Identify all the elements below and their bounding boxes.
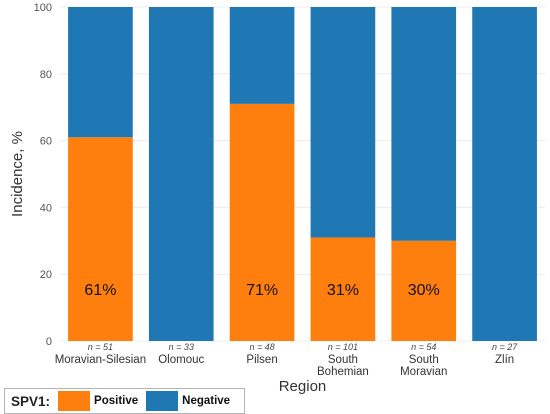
n-label-0: n = 51 [88, 342, 113, 352]
bar-negative-1 [148, 7, 214, 341]
bar-negative-2 [229, 7, 295, 104]
data-label-0: 61% [84, 282, 116, 299]
n-label-5: n = 27 [492, 342, 518, 352]
y-tick-label-100: 100 [34, 2, 52, 14]
x-tick-label-4-1: Moravian [400, 366, 447, 378]
bar-negative-5 [472, 7, 537, 341]
x-tick-label-2-0: Pilsen [246, 354, 277, 366]
bar-negative-3 [310, 7, 376, 238]
data-label-4: 30% [408, 282, 440, 299]
x-tick-label-5-0: Zlín [495, 354, 514, 366]
bar-negative-0 [68, 7, 133, 138]
n-label-2: n = 48 [249, 342, 274, 352]
legend-label-positive: Positive [94, 395, 139, 407]
legend-label-negative: Negative [182, 395, 231, 407]
bar-positive-3 [310, 237, 376, 341]
legend-item-negative: Negative [146, 391, 230, 411]
bar-negative-4 [391, 7, 457, 241]
x-axis-title: Region [279, 378, 327, 395]
n-label-4: n = 54 [411, 342, 436, 352]
bar-positive-0 [68, 137, 133, 341]
legend-swatch-positive [58, 391, 91, 411]
y-tick-label-0: 0 [46, 336, 52, 348]
x-tick-label-1-0: Olomouc [158, 354, 204, 366]
x-tick-label-3-0: South [328, 354, 358, 366]
legend-title: SPV1: [11, 393, 51, 409]
x-tick-label-0-0: Moravian-Silesian [55, 354, 146, 366]
bar-positive-2 [229, 103, 295, 341]
y-axis-title: Incidence, % [9, 131, 26, 217]
x-tick-label-3-1: Bohemian [317, 366, 369, 378]
legend-swatch-negative [146, 391, 179, 411]
n-label-3: n = 101 [328, 342, 358, 352]
data-label-2: 71% [246, 282, 278, 299]
y-tick-label-20: 20 [40, 269, 52, 281]
y-tick-label-60: 60 [40, 136, 52, 148]
y-tick-label-40: 40 [40, 202, 52, 214]
legend: SPV1: Positive Negative [4, 388, 246, 414]
legend-item-positive: Positive [58, 391, 138, 411]
bar-positive-4 [391, 240, 457, 341]
x-tick-label-4-0: South [409, 354, 439, 366]
data-label-3: 31% [327, 282, 359, 299]
n-label-1: n = 33 [169, 342, 194, 352]
y-tick-label-80: 80 [40, 69, 52, 81]
